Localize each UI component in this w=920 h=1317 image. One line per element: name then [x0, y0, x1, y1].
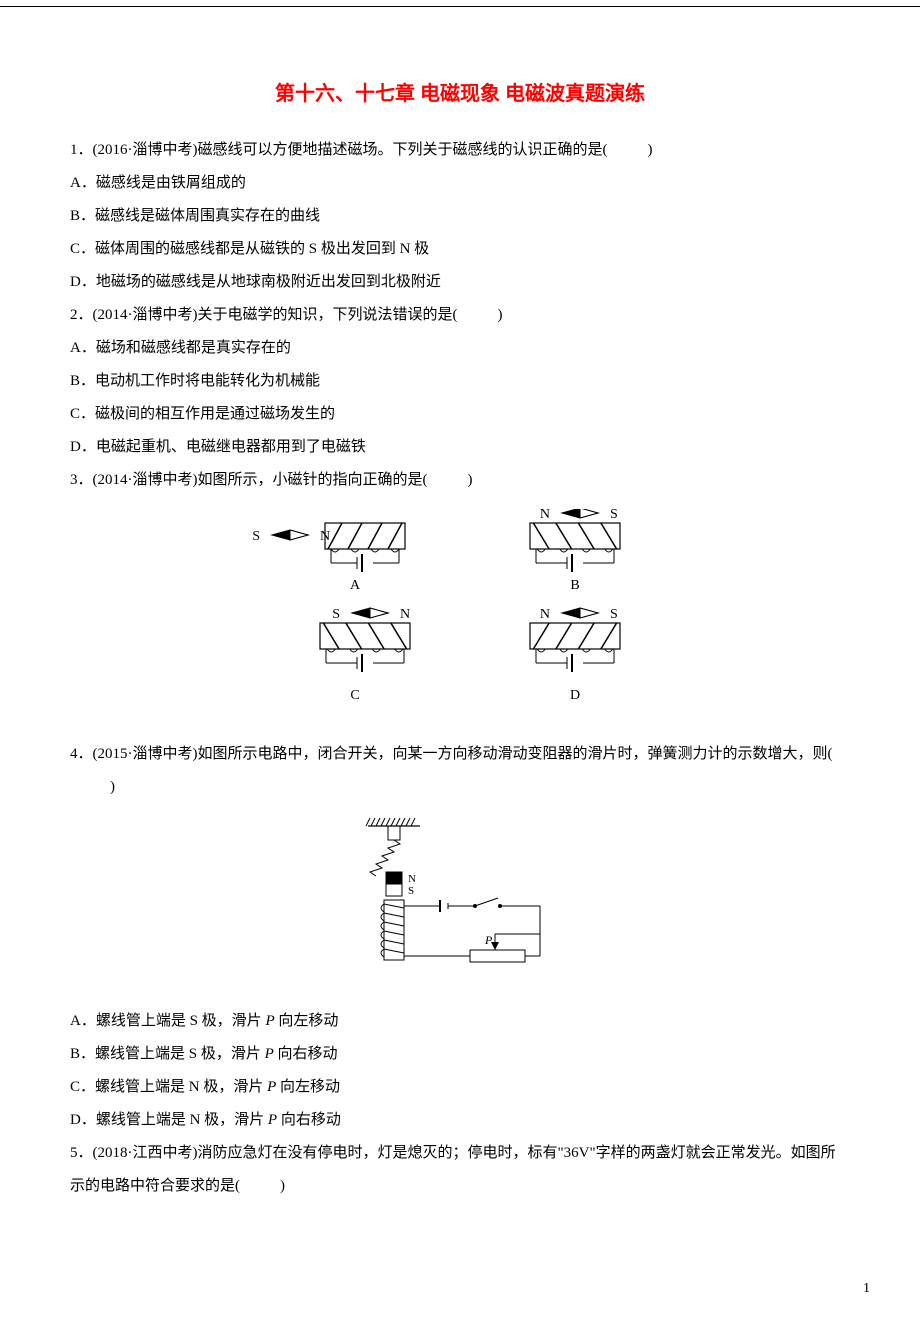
svg-text:C: C: [350, 688, 359, 703]
q4-optB: B．螺线管上端是 S 极，滑片 P 向右移动: [70, 1038, 850, 1071]
svg-text:A: A: [350, 578, 361, 593]
q4-stem: 4．(2015·淄博中考)如图所示电路中，闭合开关，向某一方向移动滑动变阻器的滑…: [70, 738, 850, 804]
svg-text:D: D: [570, 688, 580, 703]
svg-text:S: S: [408, 885, 414, 897]
q5-stem: 5．(2018·江西中考)消防应急灯在没有停电时，灯是熄灭的；停电时，标有"36…: [70, 1137, 850, 1203]
q2-text: (2014·淄博中考)关于电磁学的知识，下列说法错误的是(: [93, 307, 458, 323]
svg-text:S: S: [332, 607, 340, 622]
svg-text:P: P: [484, 933, 493, 947]
q3-figure: SNNSABSNNSCD: [70, 509, 850, 724]
q2-stem: 2．(2014·淄博中考)关于电磁学的知识，下列说法错误的是(): [70, 299, 850, 332]
q4-optD: D．螺线管上端是 N 极，滑片 P 向右移动: [70, 1104, 850, 1137]
solenoid-diagram: SNNSABSNNSCD: [250, 509, 670, 719]
svg-text:S: S: [610, 509, 618, 522]
q1-optB: B．磁感线是磁体周围真实存在的曲线: [70, 200, 850, 233]
q4-optA: A．螺线管上端是 S 极，滑片 P 向左移动: [70, 1005, 850, 1038]
q3-num: 3: [70, 472, 78, 488]
svg-text:S: S: [610, 607, 618, 622]
q2-optD: D．电磁起重机、电磁继电器都用到了电磁铁: [70, 431, 850, 464]
q1-num: 1: [70, 142, 78, 158]
title-text: 第十六、十七章 电磁现象 电磁波真题演练: [275, 83, 645, 105]
q1-stem: 1．(2016·淄博中考)磁感线可以方便地描述磁场。下列关于磁感线的认识正确的是…: [70, 134, 850, 167]
q1-optA: A．磁感线是由铁屑组成的: [70, 167, 850, 200]
q1-optC: C．磁体周围的磁感线都是从磁铁的 S 极出发回到 N 极: [70, 233, 850, 266]
q2-optC: C．磁极间的相互作用是通过磁场发生的: [70, 398, 850, 431]
q4-optC: C．螺线管上端是 N 极，滑片 P 向左移动: [70, 1071, 850, 1104]
q2-optA: A．磁场和磁感线都是真实存在的: [70, 332, 850, 365]
svg-text:N: N: [540, 509, 550, 522]
svg-text:N: N: [540, 607, 550, 622]
page-title: 第十六、十七章 电磁现象 电磁波真题演练: [70, 77, 850, 106]
q4-figure: NS P: [70, 816, 850, 991]
svg-text:N: N: [400, 607, 410, 622]
q5-text: (2018·江西中考)消防应急灯在没有停电时，灯是熄灭的；停电时，标有"36V"…: [70, 1145, 836, 1194]
page-number: 1: [863, 1281, 870, 1297]
q5-num: 5: [70, 1145, 78, 1161]
q4-text: (2015·淄博中考)如图所示电路中，闭合开关，向某一方向移动滑动变阻器的滑片时…: [93, 746, 833, 762]
q5-end: ): [280, 1178, 285, 1194]
q1-text: (2016·淄博中考)磁感线可以方便地描述磁场。下列关于磁感线的认识正确的是(: [93, 142, 608, 158]
svg-text:N: N: [408, 873, 416, 885]
spring-circuit-diagram: NS P: [340, 816, 580, 986]
q1-end: ): [648, 142, 653, 158]
q2-num: 2: [70, 307, 78, 323]
q4-num: 4: [70, 746, 78, 762]
q2-end: ): [498, 307, 503, 323]
q1-optD: D．地磁场的磁感线是从地球南极附近出发回到北极附近: [70, 266, 850, 299]
svg-text:B: B: [570, 578, 579, 593]
page: 第十六、十七章 电磁现象 电磁波真题演练 1．(2016·淄博中考)磁感线可以方…: [0, 6, 920, 1317]
q2-optB: B．电动机工作时将电能转化为机械能: [70, 365, 850, 398]
q3-text: (2014·淄博中考)如图所示，小磁针的指向正确的是(: [93, 472, 428, 488]
svg-text:S: S: [252, 529, 260, 544]
q4-end: ): [110, 779, 115, 795]
q3-stem: 3．(2014·淄博中考)如图所示，小磁针的指向正确的是(): [70, 464, 850, 497]
q3-end: ): [468, 472, 473, 488]
